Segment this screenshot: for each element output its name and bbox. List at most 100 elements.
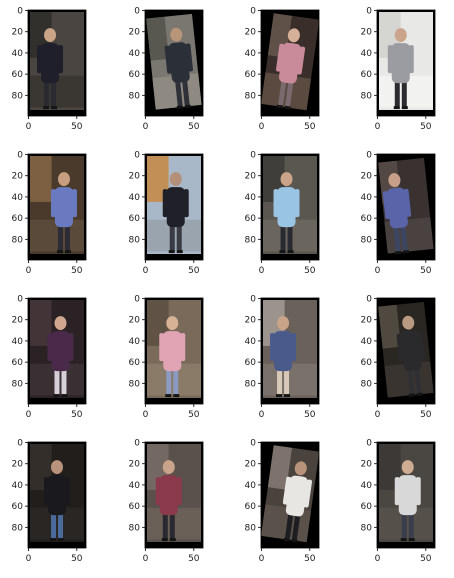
image-panel: 0 20 40 60 80 0 50 [361, 7, 436, 132]
person-shoe-left [165, 394, 172, 398]
person-leg-left [277, 369, 283, 396]
y-tick-label: 80 [245, 523, 257, 533]
y-tick-label: 20 [129, 28, 141, 38]
person-shoe-left [53, 394, 60, 398]
person-shoe-right [408, 538, 415, 542]
scene-tilted-dark-interior [261, 13, 319, 111]
x-tick-label: 50 [71, 554, 83, 564]
person-shoe-right [401, 106, 408, 110]
person-shoe-right [284, 105, 291, 110]
person-head [162, 460, 175, 475]
x-tick-label: 50 [420, 266, 432, 276]
image-panel: 0 20 40 60 80 0 50 [12, 295, 87, 420]
person-head [57, 172, 70, 187]
y-tick-label: 80 [361, 523, 373, 533]
person-arm-right [296, 46, 306, 75]
person-shoe-right [402, 250, 410, 254]
person-arm-right [68, 333, 74, 362]
person-leg-right [58, 513, 63, 540]
y-tick-label: 0 [134, 7, 140, 17]
person-shoe-left [50, 538, 56, 542]
person-arm-left [47, 333, 53, 362]
y-tick-label: 60 [129, 214, 141, 224]
person-leg-left [51, 513, 56, 540]
person-crop-1-3 [261, 10, 319, 116]
scene-bright-shop-window [147, 156, 201, 254]
person-leg-left [162, 513, 168, 540]
person-head [277, 316, 290, 331]
y-tick-label: 40 [12, 481, 24, 491]
person-head [294, 461, 307, 476]
person-crop-4-3 [261, 442, 319, 548]
axes-frame [260, 441, 320, 549]
person-leg-left [44, 81, 50, 108]
image-panel: 0 20 40 60 80 0 50 [12, 7, 87, 132]
x-tick-label: 50 [188, 410, 200, 420]
person-shoe-right [284, 394, 291, 398]
person-torso [48, 475, 66, 516]
y-tick-label: 20 [245, 172, 257, 182]
y-tick-label: 0 [134, 151, 140, 161]
person-head [394, 28, 407, 43]
y-tick-label: 40 [129, 49, 141, 59]
person-leg-right [173, 369, 179, 396]
y-tick-label: 20 [245, 460, 257, 470]
x-tick-label: 0 [259, 122, 265, 132]
person-arm-right [303, 479, 313, 508]
x-tick-label: 50 [304, 122, 316, 132]
person-arm-right [415, 477, 421, 506]
person-leg-right [414, 368, 422, 394]
y-tick-label: 0 [366, 151, 372, 161]
y-tick-label: 60 [361, 502, 373, 512]
person-arm-right [294, 189, 300, 218]
person-arm-right [185, 43, 193, 72]
person-leg-left [401, 513, 407, 540]
y-tick-label: 60 [361, 70, 373, 80]
scene-blurry-hall [147, 444, 201, 542]
person-head [402, 315, 415, 330]
y-tick-label: 0 [134, 439, 140, 449]
person-arm-right [176, 477, 182, 506]
image-panel: 0 20 40 60 80 0 50 [245, 295, 320, 420]
y-tick-label: 60 [129, 358, 141, 368]
person-leg-left [278, 80, 287, 107]
person-arm-right [403, 188, 412, 217]
y-tick-label: 0 [366, 295, 372, 305]
person-arm-right [58, 45, 64, 74]
panel-grid: 0 20 40 60 80 0 50 0 20 40 60 80 0 50 0 20 40 60 80 0 50 0 20 4… [12, 7, 436, 564]
y-tick-label: 20 [12, 172, 24, 182]
person-head [166, 316, 179, 331]
person-leg-right [284, 369, 290, 396]
person-arm-right [65, 477, 70, 506]
y-tick-label: 0 [250, 151, 256, 161]
person-head [169, 172, 182, 187]
image-panel: 0 20 40 60 80 0 50 [361, 295, 436, 420]
y-tick-label: 60 [12, 214, 24, 224]
person-leg-left [166, 369, 172, 396]
person-leg-right [285, 81, 294, 108]
person-leg-right [287, 225, 293, 252]
y-tick-label: 80 [12, 91, 24, 101]
y-tick-label: 20 [361, 316, 373, 326]
y-tick-label: 40 [245, 337, 257, 347]
person-crop-4-1 [28, 442, 86, 548]
person-torso [398, 475, 417, 516]
axes-frame [27, 297, 87, 405]
scene-tilted-overhead-lobby [261, 445, 319, 543]
person-head [287, 28, 300, 43]
person-leg-right [292, 514, 301, 541]
scene-grey-plaza [263, 156, 317, 254]
y-tick-label: 80 [361, 235, 373, 245]
x-tick-label: 50 [304, 410, 316, 420]
y-tick-label: 60 [12, 502, 24, 512]
person-arm-right [408, 45, 414, 74]
person-arm-right [180, 333, 186, 362]
person-shoe-right [64, 250, 71, 254]
person-leg-right [400, 225, 408, 252]
y-tick-label: 40 [361, 193, 373, 203]
axes-frame [144, 9, 204, 117]
person-torso [274, 331, 293, 372]
scene-wall [146, 16, 169, 61]
person-head [401, 460, 414, 475]
y-tick-label: 40 [129, 481, 141, 491]
